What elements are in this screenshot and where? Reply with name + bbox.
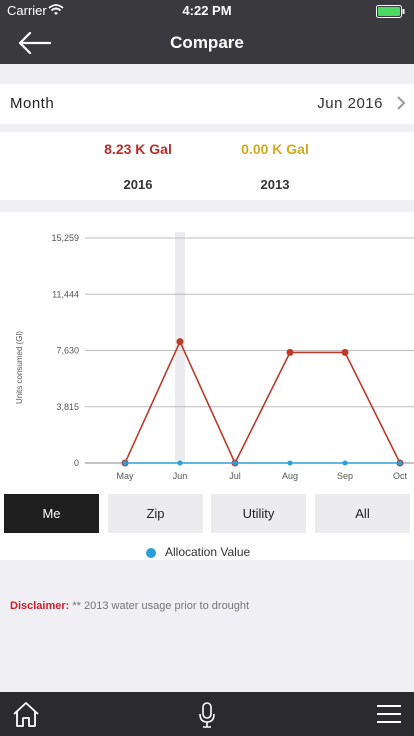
status-time: 4:22 PM — [182, 3, 232, 18]
comparison-usage-value: 0.00 K Gal — [241, 141, 309, 157]
usage-chart: 0 3,815 7,630 11,444 15,259 Units consumed (G… — [0, 212, 414, 490]
legend-swatch — [146, 548, 156, 558]
primary-year: 2016 — [123, 177, 153, 192]
data-point — [232, 460, 238, 466]
status-bar: Carrier 4:22 PM — [0, 0, 414, 22]
home-icon[interactable] — [12, 701, 40, 733]
month-selector[interactable]: Month Jun 2016 — [0, 84, 414, 124]
x-tick-label: Jul — [229, 471, 241, 481]
microphone-icon[interactable] — [198, 702, 216, 733]
data-point — [342, 460, 348, 466]
x-tick-label: Jun — [173, 471, 188, 481]
filter-zip-button[interactable]: Zip — [108, 494, 203, 533]
selected-month-highlight — [175, 232, 185, 463]
primary-usage-value: 8.23 K Gal — [104, 141, 172, 157]
battery-icon — [376, 5, 406, 21]
legend-label: Allocation Value — [165, 545, 251, 559]
carrier-label: Carrier — [7, 3, 47, 18]
month-value: Jun 2016 — [317, 95, 383, 112]
disclaimer: Disclaimer: ** 2013 water usage prior to… — [10, 600, 249, 612]
disclaimer-text: ** 2013 water usage prior to drought — [69, 600, 250, 612]
y-tick-label: 0 — [74, 458, 79, 468]
data-point — [286, 348, 294, 356]
y-tick-label: 15,259 — [51, 233, 79, 243]
series-line — [124, 339, 401, 465]
navigation-bar: Compare — [0, 22, 414, 64]
month-label: Month — [10, 95, 55, 112]
filter-utility-button[interactable]: Utility — [211, 494, 306, 533]
data-point — [397, 460, 403, 466]
x-tick-label: Sep — [337, 471, 353, 481]
x-tick-label: Oct — [393, 471, 408, 481]
x-tick-label: May — [116, 471, 134, 481]
y-tick-label: 3,815 — [56, 402, 79, 412]
data-point — [122, 460, 128, 466]
filter-me-button[interactable]: Me — [4, 494, 99, 533]
y-tick-label: 11,444 — [52, 289, 79, 299]
wifi-icon — [48, 4, 64, 19]
y-axis-label: Units consumed (Gl) — [15, 331, 24, 404]
data-point — [341, 348, 349, 356]
chevron-right-icon — [396, 96, 406, 115]
comparison-year: 2013 — [260, 177, 290, 192]
filter-all-button[interactable]: All — [315, 494, 410, 533]
back-arrow-icon[interactable] — [18, 31, 54, 56]
page-title: Compare — [170, 33, 244, 52]
usage-summary: 8.23 K Gal 2016 0.00 K Gal 2013 — [0, 132, 414, 200]
bottom-tab-bar — [0, 692, 414, 736]
comparison-filter-bar: Me Zip Utility All — [0, 490, 414, 540]
menu-icon[interactable] — [376, 704, 402, 729]
chart-legend: Allocation Value — [0, 540, 414, 560]
data-point — [287, 460, 293, 466]
x-tick-label: Aug — [282, 471, 298, 481]
usage-chart-svg: 0 3,815 7,630 11,444 15,259 Units consumed (G… — [15, 232, 414, 481]
data-point — [176, 338, 184, 346]
disclaimer-label: Disclaimer: — [10, 600, 70, 612]
y-tick-label: 7,630 — [56, 346, 79, 356]
data-point — [177, 460, 183, 466]
